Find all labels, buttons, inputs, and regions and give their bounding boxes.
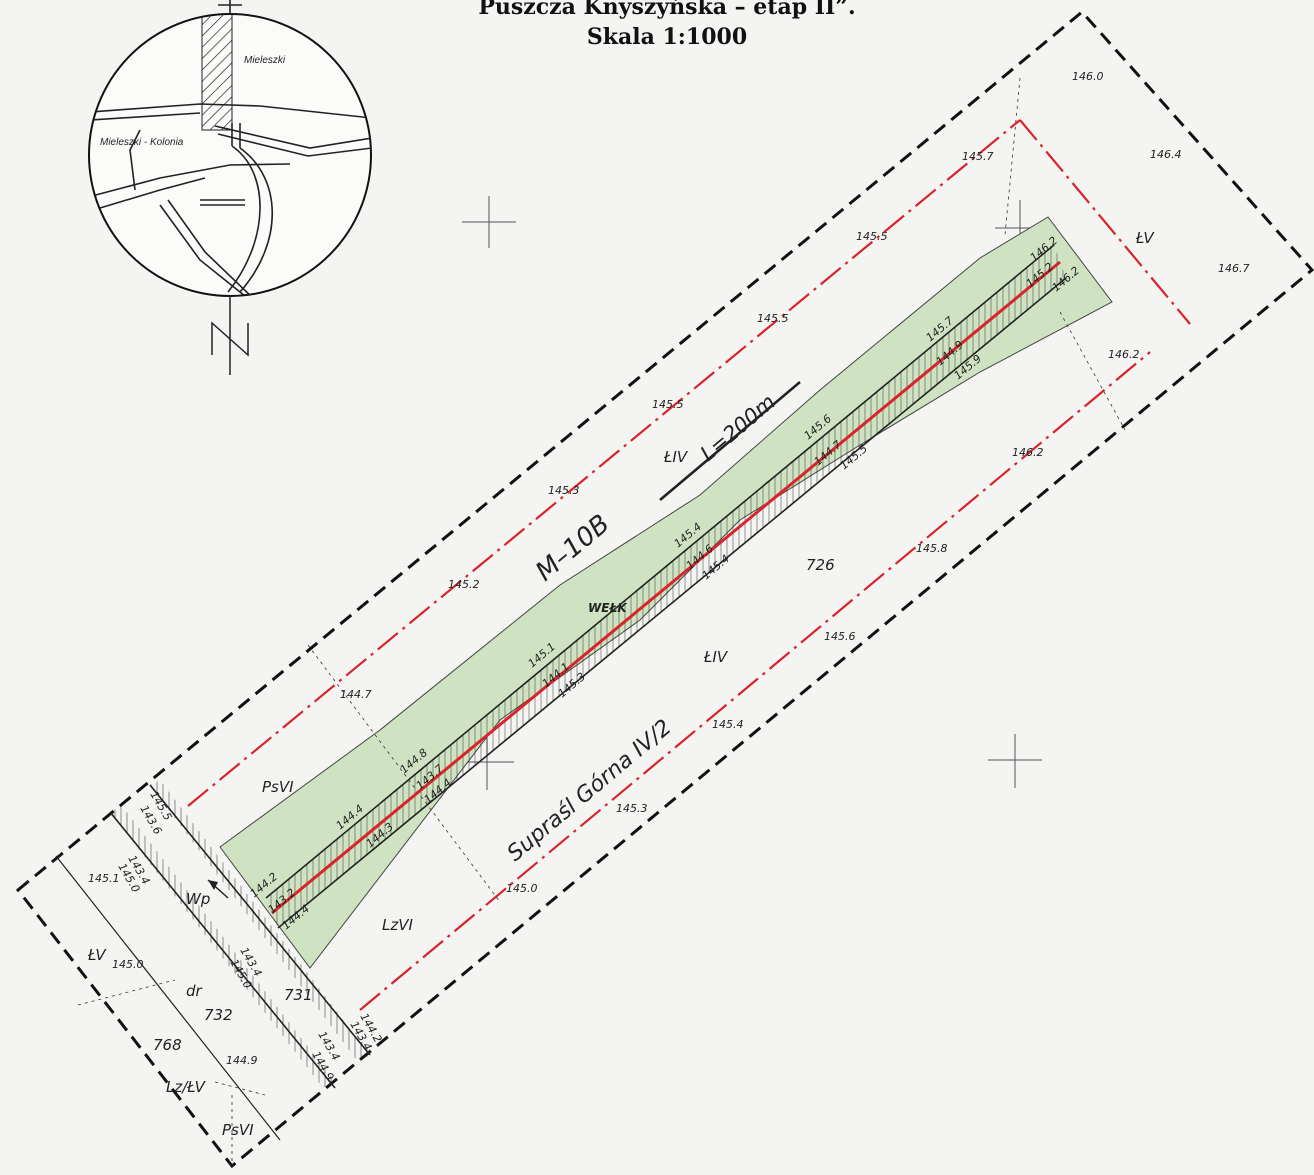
land-class-liv-top: ŁIV [663,448,689,466]
spot-height: 145.7 [962,150,994,163]
inset-location-map: Mieleszki Mieleszki - Kolonia [88,0,372,375]
land-class-lv-right: ŁV [1135,229,1155,247]
right-of-way-lines [187,119,1191,1011]
spot-height: 146.2 [1108,348,1140,361]
pipe-label: WEŁK [588,601,628,615]
inset-label-mieleszki: Mieleszki [244,55,286,66]
spot-height: 145.0 [506,882,538,895]
sheet-title: Puszcza Knyszyńska – etap II”. [478,0,856,20]
land-class-liv-mid: ŁIV [703,648,729,666]
forest-strip [201,14,233,131]
land-class-psvi: PsVI [262,778,294,796]
spot-height: 146.4 [1150,148,1182,161]
spot-height: 145.4 [712,718,744,731]
spot-height: 144.9 [226,1054,258,1067]
inset-label-kolonia: Mieleszki - Kolonia [100,137,184,148]
crossing-ditch [55,780,371,1141]
spot-height: 145.1 [88,872,120,885]
spot-height: 145.6 [824,630,856,643]
land-class-lv-left: ŁV [87,946,107,964]
spot-height: 145.5 [757,312,789,325]
spot-height: 145.2 [448,578,480,591]
spot-height: 146.7 [1218,262,1250,275]
spot-height: 145.0 [112,958,144,971]
parcel-768: 768 [153,1036,182,1054]
spot-height: 145.3 [616,802,648,815]
spot-height: 144.7 [340,688,372,701]
spot-height: 146.0 [1072,70,1104,83]
parcel-726: 726 [806,556,835,574]
parcel-732: 732 [204,1006,233,1024]
ditch-code-underline [659,381,801,501]
north-arrow-icon [211,296,249,375]
section-lines [77,77,1126,1165]
project-boundary [15,9,1314,1169]
precinct-label: Supraśl Górna IV/2 [503,715,677,866]
land-class-lzlv: Lz/ŁV [166,1078,207,1096]
parcel-731: 731 [284,986,313,1004]
spot-heights: 146.0 146.4 145.7 146.7 145.5 145.5 146.… [88,70,1250,1067]
spot-height: 145.5 [652,398,684,411]
culvert-label: Wp [186,890,210,908]
spot-height: 145.8 [916,542,948,555]
land-class-dr: dr [186,982,203,1000]
land-class-lzvi: LzVI [382,916,413,934]
spot-height: 145.3 [548,484,580,497]
spot-height: 146.2 [1012,446,1044,459]
sheet-scale: Skala 1:1000 [586,24,748,50]
spot-height: 145.5 [856,230,888,243]
land-class-psvi-b: PsVI [222,1121,254,1139]
ditch-m10b [265,244,1067,929]
